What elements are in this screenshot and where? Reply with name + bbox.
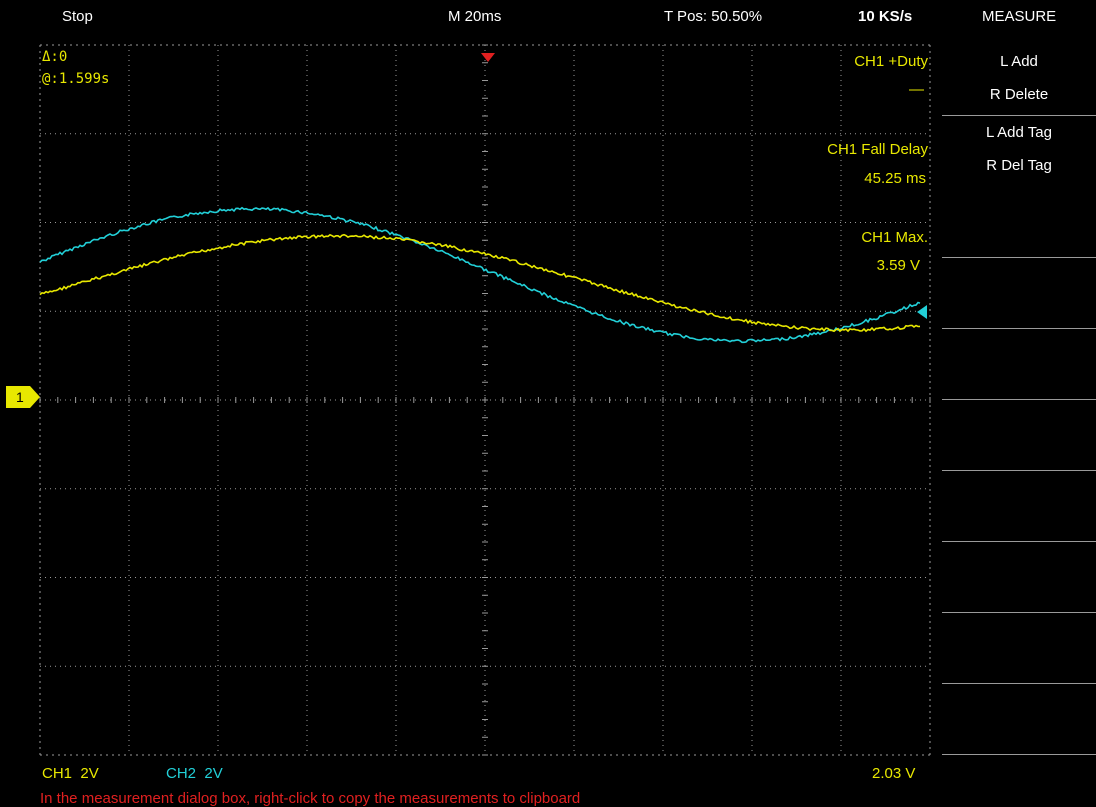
ch1-scale: 2V [80, 765, 99, 782]
menu-item-del-tag-label[interactable]: R Del Tag [986, 157, 1052, 174]
measure-menu: L Add R Delete L Add Tag R Del Tag [942, 45, 1096, 755]
menu-bottom-border [942, 754, 1096, 756]
ch1-scale-label[interactable]: CH1 2V [42, 765, 99, 782]
ch1-label: CH1 [42, 765, 73, 782]
ch1-ground-marker-icon[interactable]: 1 [6, 386, 40, 408]
menu-item-empty-5[interactable] [942, 399, 1096, 470]
menu-title: MEASURE [982, 8, 1057, 25]
menu-item-add-tag-label[interactable]: L Add Tag [986, 124, 1052, 141]
ch2-scale-label[interactable]: CH2 2V [166, 765, 223, 782]
menu-item-add-label[interactable]: L Add [1000, 53, 1038, 70]
cursor-time-readout: @:1.599s [42, 71, 110, 87]
status-bar: Stop M 20ms T Pos: 50.50% 10 KS/s MEASUR… [0, 0, 1096, 30]
waveform-display[interactable]: Δ:0 @:1.599s CH1 +Duty — CH1 Fall Delay … [39, 44, 931, 756]
measurement-ch1-max-value: 3.59 V [876, 257, 920, 274]
ch2-scale: 2V [204, 765, 223, 782]
menu-item-empty-9[interactable] [942, 683, 1096, 754]
timebase-readout: M 20ms [448, 8, 502, 25]
ch2-label: CH2 [166, 765, 197, 782]
menu-item-empty-8[interactable] [942, 612, 1096, 683]
menu-item-add-delete[interactable]: L Add R Delete [942, 45, 1096, 115]
ch2-level-marker-icon [917, 305, 927, 319]
ch1-marker-label: 1 [16, 389, 24, 405]
measurement-ch1-duty-value: — [909, 81, 924, 98]
menu-item-empty-7[interactable] [942, 541, 1096, 612]
ch2-waveform [39, 206, 921, 344]
cursor-delta-readout: Δ:0 [42, 49, 68, 65]
waveform-traces [39, 53, 927, 344]
measurement-ch1-max-label[interactable]: CH1 Max. [861, 229, 928, 246]
trigger-position-readout: T Pos: 50.50% [664, 8, 763, 25]
hint-message: In the measurement dialog box, right-cli… [40, 790, 581, 807]
ch1-waveform [39, 233, 921, 333]
trigger-position-marker-icon [481, 53, 495, 62]
sample-rate-readout: 10 KS/s [858, 8, 913, 25]
menu-item-empty-6[interactable] [942, 470, 1096, 541]
menu-item-empty-3[interactable] [942, 257, 1096, 328]
acquisition-status: Stop [62, 8, 93, 25]
measurement-ch1-fall-delay-label[interactable]: CH1 Fall Delay [827, 141, 928, 158]
graticule [39, 44, 931, 756]
trigger-level-readout[interactable]: 2.03 V [872, 765, 916, 782]
menu-item-delete-label[interactable]: R Delete [989, 86, 1049, 103]
measurement-ch1-fall-delay-value: 45.25 ms [864, 170, 926, 187]
menu-item-empty-4[interactable] [942, 328, 1096, 399]
measurement-ch1-duty-label[interactable]: CH1 +Duty [854, 53, 928, 70]
menu-item-tag[interactable]: L Add Tag R Del Tag [942, 115, 1096, 186]
